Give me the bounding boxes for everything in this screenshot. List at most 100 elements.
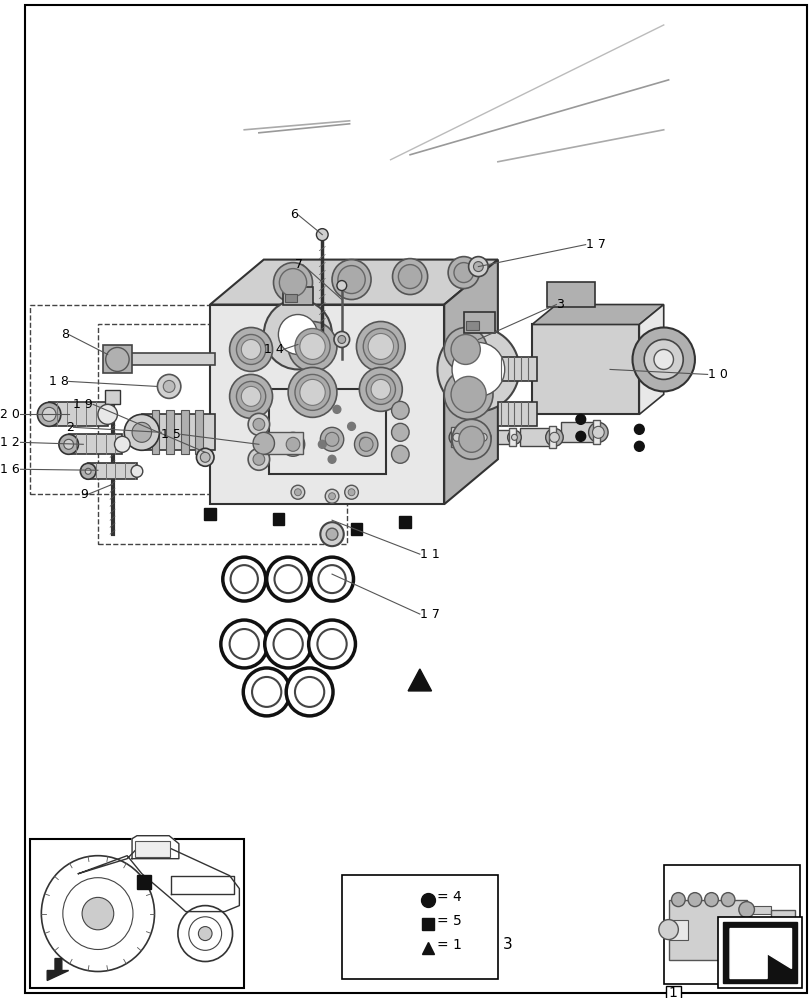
Circle shape <box>320 522 343 546</box>
Bar <box>181 410 188 454</box>
Text: = 4: = 4 <box>437 890 461 904</box>
Bar <box>663 865 800 984</box>
Circle shape <box>279 269 307 297</box>
Text: 1 2: 1 2 <box>0 436 19 449</box>
Circle shape <box>274 565 302 593</box>
Circle shape <box>308 620 355 668</box>
Text: 8: 8 <box>61 328 69 341</box>
Circle shape <box>361 897 371 907</box>
Bar <box>204 508 216 520</box>
Bar <box>166 410 174 454</box>
Circle shape <box>473 262 483 272</box>
Circle shape <box>317 629 346 659</box>
Text: = 5: = 5 <box>437 914 461 928</box>
Circle shape <box>704 893 718 907</box>
Circle shape <box>318 440 326 448</box>
Circle shape <box>253 432 274 454</box>
Circle shape <box>348 489 354 496</box>
Bar <box>746 924 770 931</box>
Bar <box>477 427 485 447</box>
Bar <box>210 305 444 504</box>
Circle shape <box>230 327 272 371</box>
Circle shape <box>458 426 483 452</box>
Circle shape <box>85 468 91 474</box>
Circle shape <box>64 439 74 449</box>
Circle shape <box>200 452 210 462</box>
Circle shape <box>37 402 61 426</box>
Circle shape <box>468 257 487 277</box>
Circle shape <box>264 300 332 369</box>
Circle shape <box>354 432 377 456</box>
Circle shape <box>658 920 677 940</box>
Circle shape <box>448 257 478 289</box>
Circle shape <box>738 902 753 918</box>
Circle shape <box>575 414 585 424</box>
Bar <box>341 875 497 979</box>
Circle shape <box>363 328 398 364</box>
Polygon shape <box>444 260 497 504</box>
Circle shape <box>59 434 79 454</box>
Circle shape <box>592 426 603 438</box>
Polygon shape <box>385 359 424 474</box>
Circle shape <box>178 906 232 962</box>
Circle shape <box>290 485 304 499</box>
Circle shape <box>318 565 345 593</box>
Circle shape <box>325 432 338 446</box>
Text: 1: 1 <box>667 986 676 1000</box>
Bar <box>350 523 362 535</box>
Circle shape <box>294 489 301 496</box>
Polygon shape <box>79 849 239 912</box>
Text: KIT: KIT <box>393 935 408 944</box>
Circle shape <box>738 937 753 953</box>
Bar <box>127 353 215 365</box>
Circle shape <box>452 342 504 396</box>
Circle shape <box>347 422 355 430</box>
Circle shape <box>294 677 324 707</box>
Text: 7: 7 <box>294 258 303 271</box>
Circle shape <box>221 620 268 668</box>
Circle shape <box>384 897 394 907</box>
Circle shape <box>450 334 480 364</box>
Text: 2: 2 <box>66 421 74 434</box>
Circle shape <box>337 266 365 294</box>
Circle shape <box>633 441 643 451</box>
Circle shape <box>356 322 405 371</box>
Bar <box>264 432 303 454</box>
Circle shape <box>360 437 367 445</box>
Circle shape <box>328 455 336 463</box>
Circle shape <box>273 263 312 303</box>
Circle shape <box>253 418 264 430</box>
Circle shape <box>241 339 260 359</box>
Circle shape <box>325 489 338 503</box>
Bar <box>399 516 410 528</box>
Bar <box>560 422 598 442</box>
Polygon shape <box>171 876 234 894</box>
Circle shape <box>475 429 491 445</box>
Bar <box>450 427 458 447</box>
Circle shape <box>114 436 130 452</box>
Circle shape <box>98 404 118 424</box>
Circle shape <box>189 917 221 950</box>
Circle shape <box>575 431 585 441</box>
Circle shape <box>478 433 487 441</box>
Circle shape <box>41 856 154 972</box>
Polygon shape <box>638 305 663 414</box>
Circle shape <box>310 557 353 601</box>
Text: 1 9: 1 9 <box>73 398 93 411</box>
Circle shape <box>332 260 371 300</box>
Circle shape <box>248 448 269 470</box>
Circle shape <box>281 432 304 456</box>
Bar <box>88 463 137 479</box>
Circle shape <box>453 263 473 283</box>
Circle shape <box>241 386 260 406</box>
Bar <box>283 287 312 305</box>
Bar <box>285 294 297 302</box>
Circle shape <box>80 463 96 479</box>
Text: 1 1: 1 1 <box>419 548 439 561</box>
Bar <box>746 906 770 914</box>
Text: 3: 3 <box>556 298 564 311</box>
Circle shape <box>391 423 409 441</box>
Bar <box>592 420 599 444</box>
Circle shape <box>359 367 401 411</box>
Bar <box>29 839 244 988</box>
